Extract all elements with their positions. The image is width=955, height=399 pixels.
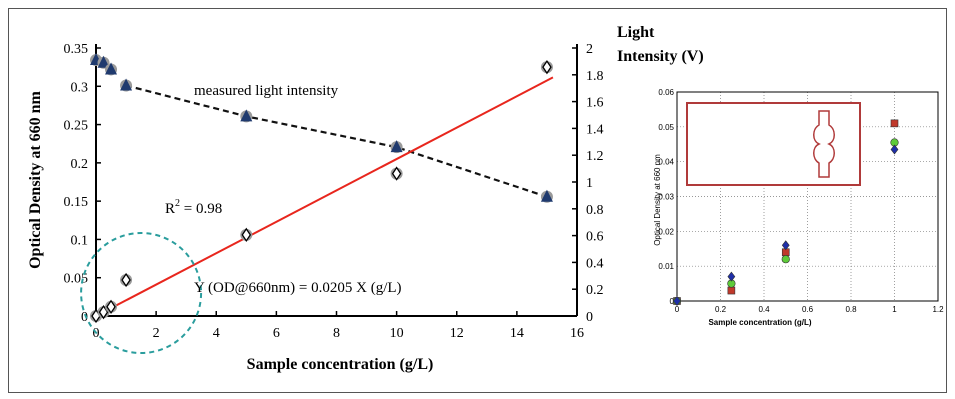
right-y-tick-label: 0.6 <box>586 230 604 245</box>
right-y-tick-label: 1.6 <box>586 96 604 111</box>
r2-base: R <box>165 201 175 217</box>
inset-point-diamond <box>727 271 736 282</box>
left-y-tick-label: 0.1 <box>71 233 89 248</box>
x-tick-label: 12 <box>450 326 464 341</box>
left-y-tick-label: 0 <box>81 310 88 325</box>
inset-point-diamond <box>781 240 790 251</box>
annotation-r-squared: R2 = 0.98 <box>165 198 222 217</box>
optical-density-point <box>105 299 118 314</box>
left-y-tick-label: 0.2 <box>71 157 89 172</box>
inset-point-diamond <box>673 296 681 306</box>
main-chart: 0 0.05 0.1 0.15 0.2 0.25 0.3 0.35 0 0.2 0.4 0.6 0.8… <box>27 24 704 373</box>
inset-y-tick-label: 0.01 <box>658 262 674 271</box>
inset-x-axis-label: Sample concentration (g/L) <box>708 318 811 327</box>
light-intensity-point <box>390 140 403 154</box>
right-y-tick-label: 0.2 <box>586 283 604 298</box>
x-tick-label: 4 <box>213 326 220 341</box>
inset-y-tick-label: 0.04 <box>658 158 674 167</box>
y-axis-label: Optical Density at 660 nm <box>27 90 44 268</box>
optical-density-point <box>540 59 553 75</box>
left-y-tick-label: 0.35 <box>64 42 89 57</box>
x-tick-label: 16 <box>570 326 584 341</box>
inset-x-tick-label: 1 <box>892 305 897 314</box>
right-y-tick-label: 1.2 <box>586 149 604 164</box>
x-tick-label: 2 <box>153 326 160 341</box>
light-intensity-point <box>105 62 118 76</box>
r2-sup: 2 <box>175 198 180 209</box>
optical-density-point <box>120 272 133 288</box>
right-y-tick-label: 1.8 <box>586 69 604 84</box>
right-y-tick-label: 0.8 <box>586 203 604 218</box>
optical-density-point <box>240 227 253 243</box>
inset-point-square <box>727 286 736 295</box>
figure-frame <box>8 8 947 393</box>
inset-x-tick-label: 0 <box>675 305 680 314</box>
r2-value: = 0.98 <box>180 201 222 217</box>
right-y-tick-label: 2 <box>586 42 593 57</box>
annotation-equation: Y (OD@660nm) = 0.0205 X (g/L) <box>194 280 402 296</box>
light-intensity-point <box>540 189 553 203</box>
x-tick-label: 14 <box>510 326 524 341</box>
inset-point-circle <box>781 255 790 264</box>
light-intensity-trend-line <box>125 84 548 198</box>
inset-y-tick-label: 0.02 <box>658 227 674 236</box>
inset-point-square <box>890 119 899 128</box>
x-tick-label: 8 <box>333 326 340 341</box>
inset-x-tick-label: 0.6 <box>802 305 814 314</box>
left-y-tick-label: 0.25 <box>64 119 89 134</box>
inset-x-tick-label: 0.2 <box>715 305 727 314</box>
inset-y-tick-label: 0.03 <box>658 193 674 202</box>
inset-y-tick-label: 0 <box>670 297 675 306</box>
inset-x-tick-label: 1.2 <box>932 305 944 314</box>
left-y-tick-label: 0.3 <box>71 80 89 95</box>
inset-x-tick-label: 0.4 <box>758 305 770 314</box>
inset-x-tick-label: 0.8 <box>845 305 857 314</box>
inset-rectangle <box>686 102 861 186</box>
inset-point-diamond <box>890 144 899 155</box>
od-fit-line <box>95 76 554 317</box>
light-intensity-point <box>240 109 253 123</box>
channel-shape <box>813 110 835 178</box>
inset-y-tick-label: 0.06 <box>658 88 674 97</box>
light-intensity-point <box>120 78 133 92</box>
y2-axis-label-line1: Light <box>617 24 655 41</box>
left-y-tick-label: 0.15 <box>64 195 89 210</box>
inset-y-tick-label: 0.05 <box>658 123 674 132</box>
x-tick-label: 6 <box>273 326 280 341</box>
right-y-tick-label: 1 <box>586 176 593 191</box>
right-y-tick-label: 0.4 <box>586 256 604 271</box>
optical-density-point <box>390 166 403 181</box>
x-axis-label: Sample concentration (g/L) <box>247 356 434 373</box>
right-y-tick-label: 1.4 <box>586 122 604 137</box>
right-y-tick-label: 0 <box>586 310 593 325</box>
x-tick-label: 10 <box>390 326 404 341</box>
highlight-circle <box>80 232 203 355</box>
inset-y-axis-label: Optical Density at 660 nm <box>653 154 662 246</box>
y2-axis-label-line2: Intensity (V) <box>617 48 704 65</box>
inset-plot-area <box>676 91 939 302</box>
annotation-measured-light-intensity: measured light intensity <box>194 83 339 99</box>
inset-chart: 0 0.01 0.02 0.03 0.04 0.05 0.06 0 0.2 0.4 0.6 0.8 1… <box>653 88 944 327</box>
